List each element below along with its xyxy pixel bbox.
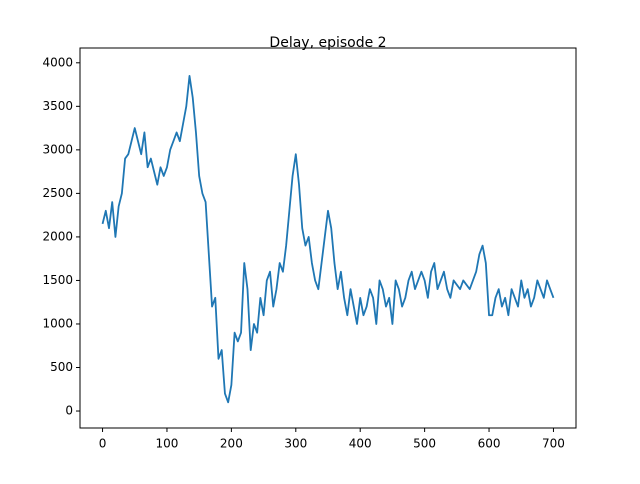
x-tick-label: 600 bbox=[478, 437, 501, 451]
y-tick-label: 0 bbox=[65, 404, 73, 418]
x-tick-label: 100 bbox=[156, 437, 179, 451]
y-tick-label: 1000 bbox=[42, 316, 73, 330]
y-tick-label: 2500 bbox=[42, 186, 73, 200]
data-line bbox=[101, 74, 555, 404]
x-tick-label: 200 bbox=[220, 437, 243, 451]
y-tick-label: 3500 bbox=[42, 99, 73, 113]
y-tick-label: 4000 bbox=[42, 55, 73, 69]
chart-title: Delay, episode 2 bbox=[269, 35, 386, 51]
x-tick-label: 500 bbox=[413, 437, 436, 451]
y-tick-label: 2000 bbox=[42, 229, 73, 243]
x-tick-label: 700 bbox=[542, 437, 565, 451]
y-tick-label: 3000 bbox=[42, 142, 73, 156]
x-tick-label: 0 bbox=[99, 437, 107, 451]
x-tick-label: 400 bbox=[349, 437, 372, 451]
y-tick-label: 1500 bbox=[42, 273, 73, 287]
plot-frame bbox=[79, 47, 577, 429]
y-tick-label: 500 bbox=[50, 360, 73, 374]
x-tick-label: 300 bbox=[284, 437, 307, 451]
